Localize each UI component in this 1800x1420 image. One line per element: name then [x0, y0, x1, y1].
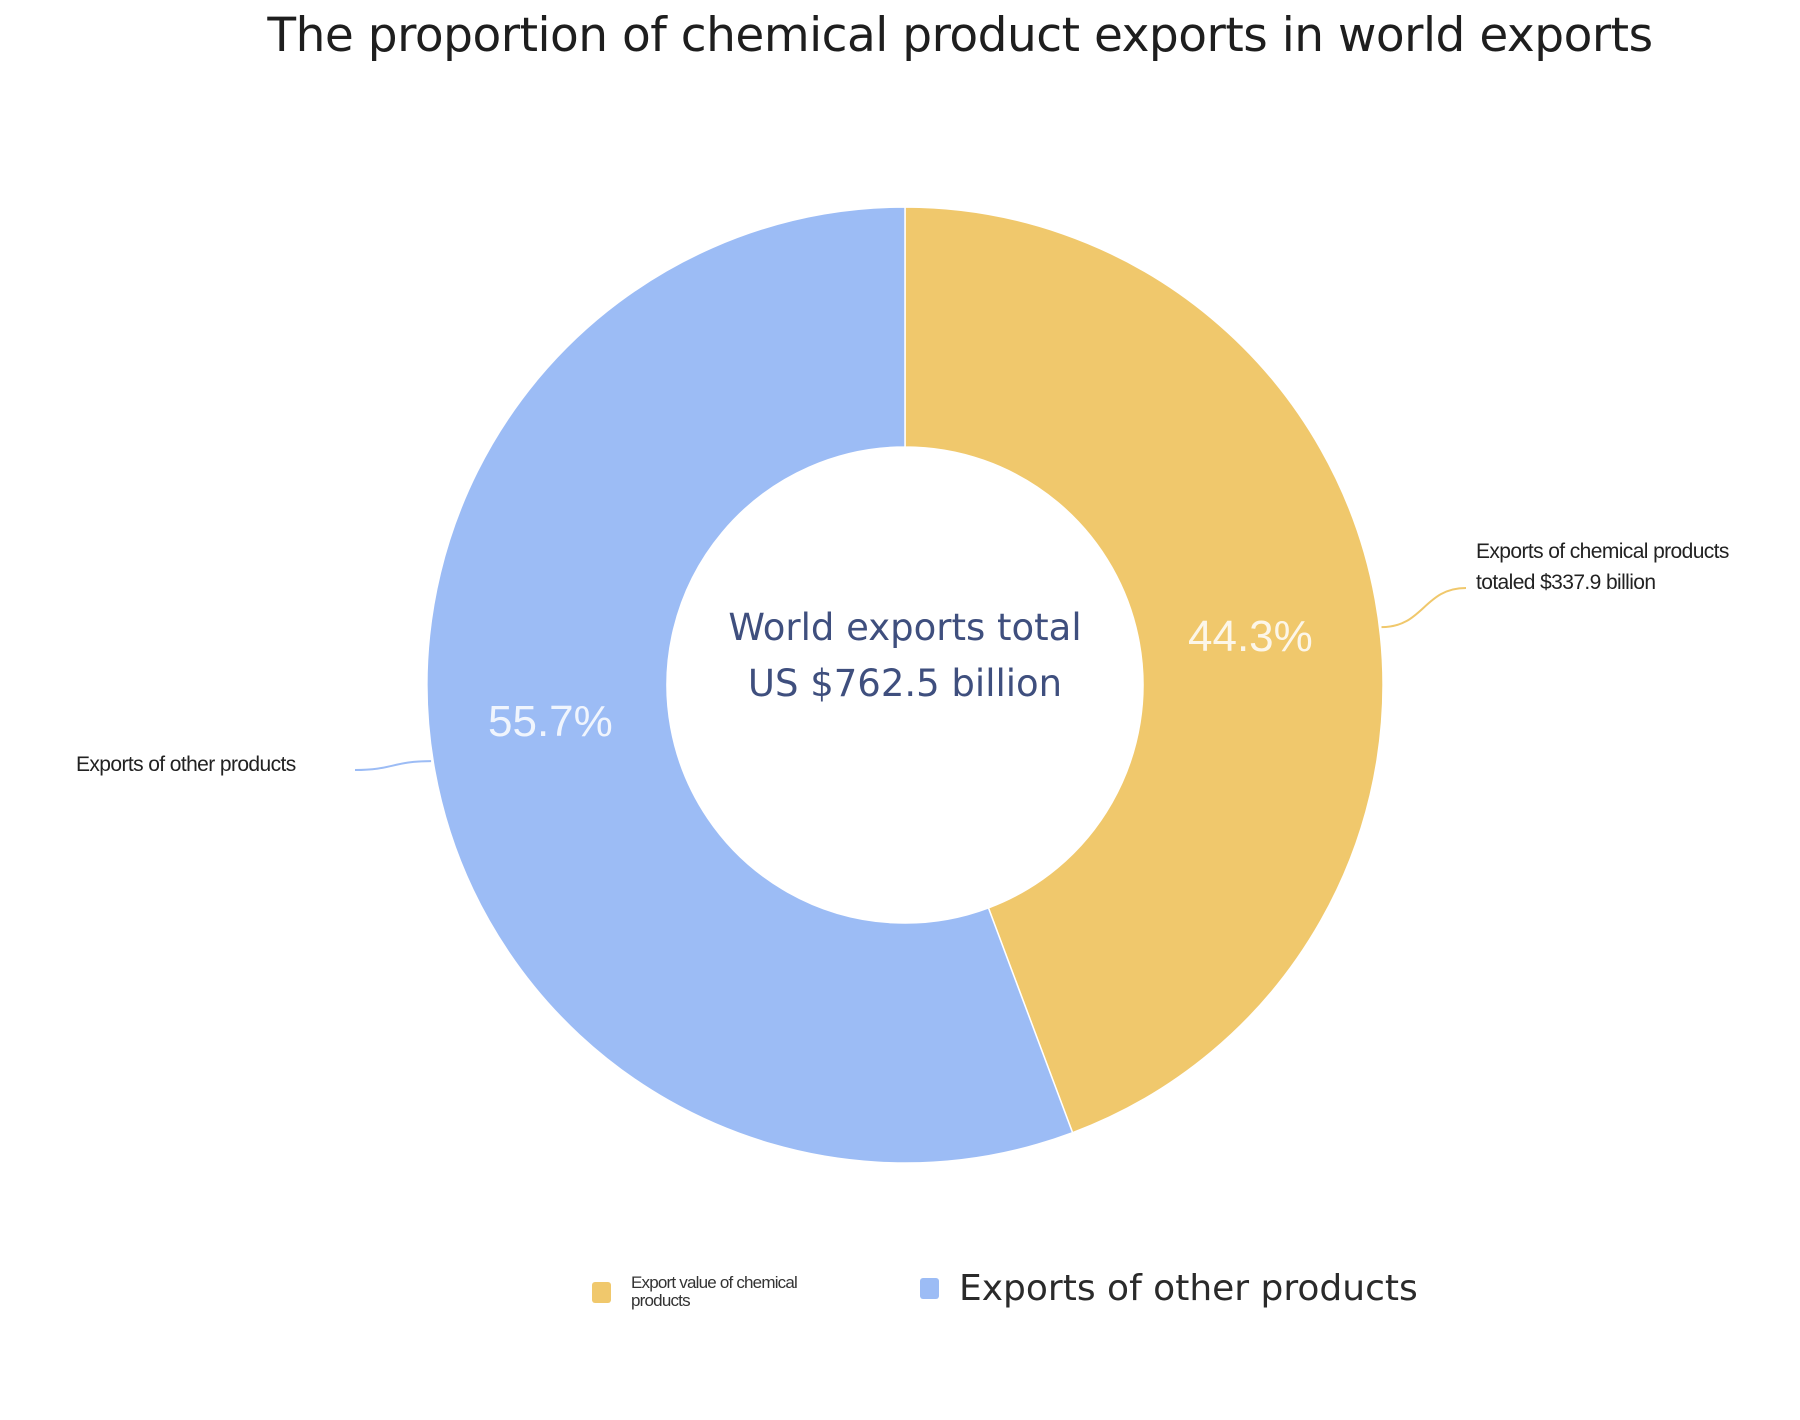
callout-label-other: Exports of other products — [76, 753, 296, 776]
center-label-line1: World exports total — [728, 606, 1082, 649]
legend-swatch-other — [920, 1278, 939, 1299]
slice-percent-label-chemical: 44.3% — [1188, 612, 1313, 661]
leader-line-chemical — [1381, 587, 1467, 629]
legend-item-chemical[interactable]: Export value of chemical products — [592, 1274, 851, 1310]
leader-line-other — [354, 760, 432, 771]
center-label: World exports total US $762.5 billion — [620, 600, 1190, 712]
center-label-line2: US $762.5 billion — [747, 662, 1063, 705]
legend-label-chemical: Export value of chemical products — [631, 1273, 798, 1310]
slice-percent-label-other: 55.7% — [488, 697, 613, 746]
legend-label-other: Exports of other products — [959, 1268, 1418, 1309]
donut-slice-other[interactable] — [426, 206, 1074, 1164]
callout-label-chemical: Exports of chemical products totaled $33… — [1476, 540, 1729, 594]
legend-swatch-chemical — [592, 1281, 611, 1303]
legend-item-other[interactable]: Exports of other products — [920, 1268, 1418, 1309]
donut-slice-chemical[interactable] — [904, 206, 1384, 1134]
chart-title: The proportion of chemical product expor… — [267, 8, 1653, 63]
chart-legend: Export value of chemical products Export… — [0, 1268, 1800, 1328]
